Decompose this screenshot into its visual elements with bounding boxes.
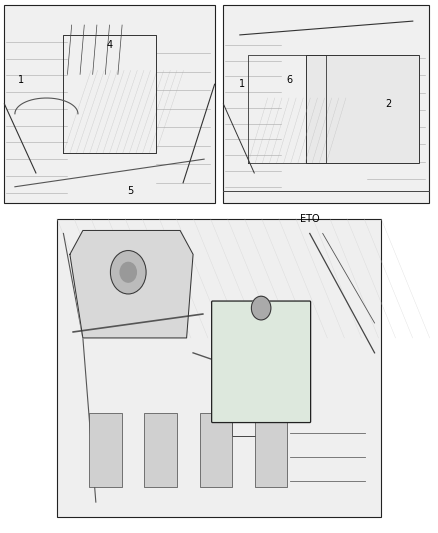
FancyBboxPatch shape	[89, 413, 122, 487]
FancyBboxPatch shape	[4, 5, 215, 203]
Text: 3: 3	[235, 348, 241, 358]
Text: 5: 5	[127, 185, 134, 196]
FancyBboxPatch shape	[57, 219, 381, 517]
Circle shape	[110, 251, 146, 294]
Text: 1: 1	[239, 79, 245, 89]
FancyBboxPatch shape	[223, 5, 429, 203]
Circle shape	[251, 296, 271, 320]
Text: 6: 6	[286, 75, 292, 85]
Text: 1: 1	[18, 75, 24, 85]
FancyBboxPatch shape	[145, 413, 177, 487]
Text: 2: 2	[385, 99, 391, 109]
Text: ETO: ETO	[300, 214, 320, 223]
Polygon shape	[70, 230, 193, 338]
Text: 4: 4	[106, 40, 113, 50]
FancyBboxPatch shape	[200, 413, 232, 487]
FancyBboxPatch shape	[306, 55, 419, 163]
FancyBboxPatch shape	[254, 413, 287, 487]
FancyBboxPatch shape	[212, 301, 311, 423]
Circle shape	[120, 262, 136, 282]
